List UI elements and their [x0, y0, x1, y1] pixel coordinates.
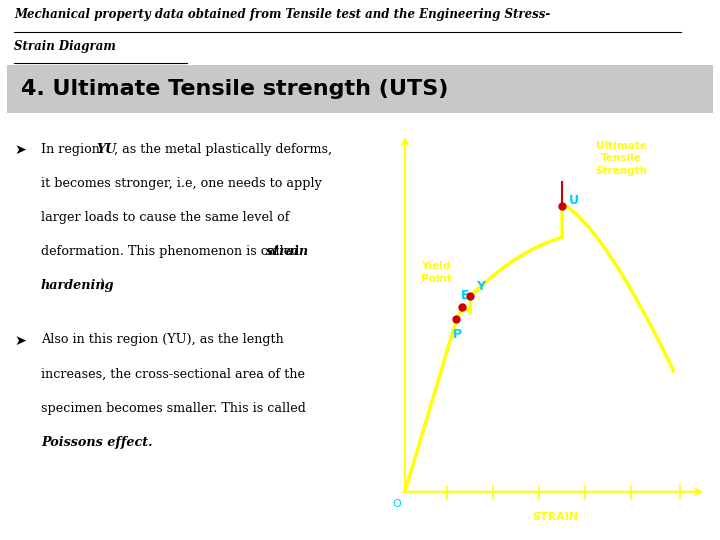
Text: larger loads to cause the same level of: larger loads to cause the same level of [41, 211, 289, 224]
Text: ➤: ➤ [14, 333, 27, 347]
Text: O: O [392, 500, 401, 509]
Text: Ultimate
Tensile
Strength: Ultimate Tensile Strength [595, 141, 647, 176]
Text: Poissons effect.: Poissons effect. [41, 436, 153, 449]
Text: 4. Ultimate Tensile strength (UTS): 4. Ultimate Tensile strength (UTS) [22, 79, 449, 99]
Text: , as the metal plastically deforms,: , as the metal plastically deforms, [114, 143, 333, 156]
Text: Strain Diagram: Strain Diagram [14, 40, 116, 53]
Text: Also in this region (YU), as the length: Also in this region (YU), as the length [41, 333, 284, 347]
Text: hardening: hardening [41, 279, 114, 292]
Text: Y: Y [476, 280, 485, 293]
Text: strain: strain [266, 245, 308, 258]
Text: P: P [453, 328, 462, 341]
Text: E: E [461, 289, 469, 302]
Text: U: U [570, 194, 580, 207]
Text: deformation. This phenomenon is called: deformation. This phenomenon is called [41, 245, 303, 258]
Text: YU: YU [96, 143, 117, 156]
Text: increases, the cross-sectional area of the: increases, the cross-sectional area of t… [41, 368, 305, 381]
Text: In region: In region [41, 143, 104, 156]
Text: STRAIN: STRAIN [533, 512, 579, 522]
Text: ➤: ➤ [14, 143, 27, 157]
Text: Yield
Point: Yield Point [420, 261, 451, 284]
Text: Mechanical property data obtained from Tensile test and the Engineering Stress-: Mechanical property data obtained from T… [14, 8, 551, 22]
Text: specimen becomes smaller. This is called: specimen becomes smaller. This is called [41, 402, 306, 415]
FancyBboxPatch shape [7, 65, 713, 113]
Text: ).: ). [99, 279, 108, 292]
Text: it becomes stronger, i.e, one needs to apply: it becomes stronger, i.e, one needs to a… [41, 177, 322, 190]
